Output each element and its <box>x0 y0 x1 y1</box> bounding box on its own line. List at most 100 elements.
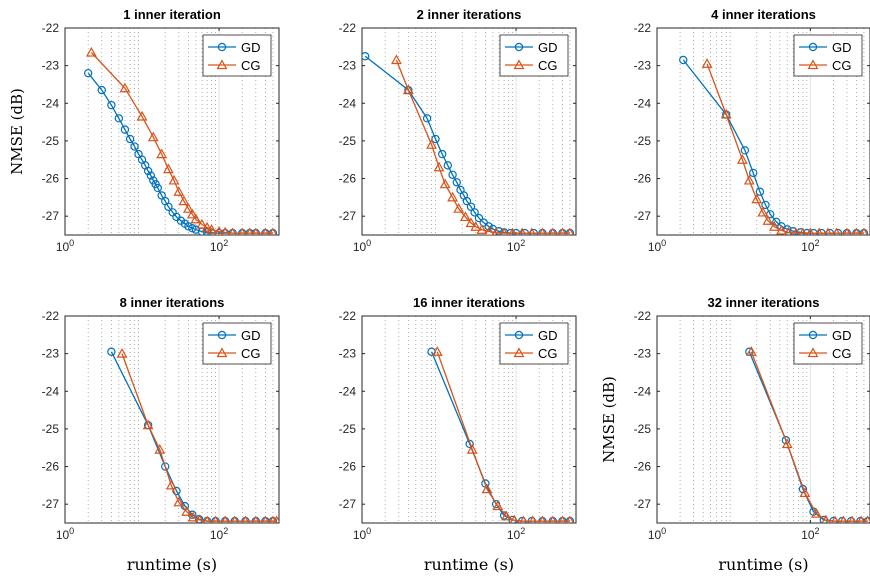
data-point-cg <box>806 227 815 235</box>
data-point-cg <box>799 487 811 498</box>
y-tick-label: -24 <box>42 96 60 110</box>
chart-title: 1 inner iteration <box>123 7 221 22</box>
data-point-gd <box>452 178 461 187</box>
data-point-cg <box>194 514 205 523</box>
data-point-cg <box>181 506 193 516</box>
y-tick-label: -23 <box>42 347 60 361</box>
x-tick-label: 102 <box>801 526 819 542</box>
data-point-cg <box>431 346 443 356</box>
data-point-cg <box>527 227 536 235</box>
y-tick-label: -25 <box>339 422 357 436</box>
data-point-cg <box>538 515 547 523</box>
data-point-cg <box>439 178 451 189</box>
data-point-cg <box>519 515 528 523</box>
y-tick-label: -22 <box>42 21 60 35</box>
y-tick-label: -23 <box>339 59 357 73</box>
data-point-cg <box>261 515 270 523</box>
series-line-cg <box>395 59 570 234</box>
data-point-gd <box>462 196 472 206</box>
data-point-cg <box>751 193 763 204</box>
chart-panel-4: -22 -23 -24 -25 -26 -27 100 102 8 inner iteratio… <box>42 295 280 574</box>
x-tick-label: 100 <box>353 526 371 542</box>
data-point-cg <box>251 515 260 523</box>
data-point-cg <box>206 224 218 234</box>
y-axis-label: NMSE (dB) <box>8 88 26 175</box>
legend: GD CG <box>793 322 863 365</box>
y-tick-label: -27 <box>42 209 60 223</box>
data-point-cg <box>743 174 755 185</box>
data-point-cg <box>821 514 831 523</box>
legend-label-cg: CG <box>832 346 852 361</box>
legend-label-gd: GD <box>538 328 558 343</box>
series-line-gd <box>682 59 864 234</box>
legend-label-gd: GD <box>241 40 261 55</box>
data-point-cg <box>156 148 168 159</box>
x-tick-label: 100 <box>648 238 666 254</box>
data-point-cg <box>116 348 128 358</box>
legend-marker-gd <box>514 330 524 340</box>
data-point-cg <box>228 227 237 235</box>
chart-panel-2: -22 -23 -24 -25 -26 -27 100 102 2 inner iteratio… <box>339 7 577 254</box>
data-point-cg <box>272 515 279 523</box>
data-point-cg <box>190 213 202 224</box>
data-point-gd <box>107 100 116 110</box>
y-tick-label: -27 <box>339 209 357 223</box>
data-point-gd <box>362 52 370 61</box>
data-point-cg <box>173 496 185 507</box>
legend-marker-gd <box>217 330 227 340</box>
data-point-cg <box>538 227 547 235</box>
data-point-cg <box>142 419 154 430</box>
legend-marker-gd <box>217 42 227 52</box>
data-point-cg <box>453 203 465 213</box>
data-point-cg <box>736 154 748 164</box>
data-point-gd <box>153 183 162 193</box>
y-tick-label: -23 <box>42 59 60 73</box>
data-point-cg <box>847 515 857 523</box>
data-point-cg <box>859 227 869 235</box>
legend-marker-gd <box>808 330 818 340</box>
legend-box <box>202 34 272 77</box>
legend-label-cg: CG <box>241 58 261 73</box>
legend-box <box>202 322 272 365</box>
axes-box <box>64 27 280 236</box>
legend-box <box>793 322 863 365</box>
series-gd <box>83 68 278 235</box>
y-tick-label: -26 <box>42 460 60 474</box>
x-tick-label: 102 <box>210 526 228 542</box>
legend: GD CG <box>793 34 863 77</box>
data-point-gd <box>143 166 153 176</box>
y-tick-label: -23 <box>634 59 652 73</box>
data-point-cg <box>499 227 509 235</box>
data-point-cg <box>426 139 437 149</box>
data-point-cg <box>202 515 212 523</box>
data-point-cg <box>241 515 250 523</box>
data-point-cg <box>136 110 148 121</box>
data-point-cg <box>509 514 519 523</box>
data-point-cg <box>230 515 239 523</box>
data-point-gd <box>130 142 139 151</box>
axes-box <box>361 315 577 524</box>
series-cg <box>431 346 575 523</box>
y-tick-label: -27 <box>634 497 652 511</box>
y-tick-label: -24 <box>634 96 652 110</box>
legend-marker-cg <box>513 59 525 70</box>
data-point-cg <box>162 163 174 174</box>
y-tick-label: -27 <box>42 497 60 511</box>
y-tick-label: -22 <box>634 309 652 323</box>
x-axis-label: runtime (s) <box>424 555 514 574</box>
legend-label-cg: CG <box>538 58 558 73</box>
data-point-cg <box>492 500 504 511</box>
data-point-cg <box>182 203 194 213</box>
data-point-cg <box>832 227 841 235</box>
data-point-cg <box>238 227 247 235</box>
data-point-cg <box>781 438 793 449</box>
data-point-cg <box>196 218 208 229</box>
data-point-gd <box>438 149 447 159</box>
data-point-gd <box>191 225 201 234</box>
y-tick-label: -22 <box>634 21 652 35</box>
data-point-cg <box>459 211 471 222</box>
chart-panel-5: -22 -23 -24 -25 -26 -27 100 102 16 inner iterati… <box>339 295 577 574</box>
x-axis-label: runtime (s) <box>127 555 217 574</box>
series-gd <box>679 55 869 235</box>
x-tick-label: 102 <box>507 238 525 254</box>
